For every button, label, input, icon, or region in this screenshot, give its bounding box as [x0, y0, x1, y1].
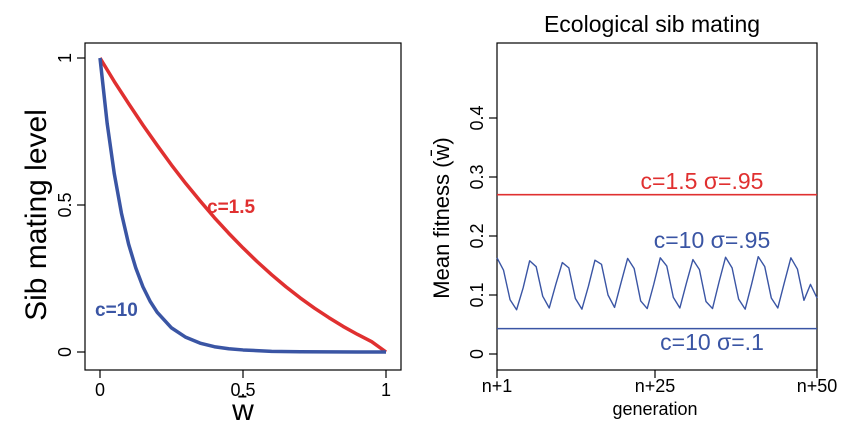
curve-c10: [98, 57, 387, 354]
right-lines: [496, 193, 818, 330]
series-label-c10-sigma1: c=10 σ=.1: [660, 329, 764, 355]
series-label-c1.5: c=1.5: [207, 197, 256, 218]
left-x-axis-label: w̄: [231, 394, 254, 425]
right-panel: Ecological sib mating n+1 n+25 n+50 0 0.…: [429, 11, 837, 419]
left-x-ticklabel: 0: [95, 380, 105, 400]
right-y-ticklabel: 0: [467, 349, 487, 359]
right-y-ticklabel: 0.3: [467, 164, 487, 189]
curve-c1.5: [98, 57, 388, 354]
left-curves: [98, 57, 388, 354]
right-plot-frame: [496, 42, 818, 371]
left-y-ticklabel: 1: [55, 53, 75, 63]
series-label-c10: c=10: [95, 300, 138, 321]
left-x-ticklabel: 1: [381, 380, 391, 400]
right-y-ticklabel: 0.4: [467, 105, 487, 130]
line-c10-sigma95: [496, 255, 818, 311]
right-y-ticklabel: 0.2: [467, 223, 487, 248]
right-x-ticklabel: n+50: [797, 376, 838, 396]
right-x-axis-label: generation: [612, 399, 697, 419]
right-chart-title: Ecological sib mating: [544, 11, 760, 37]
left-y-ticklabel: 0: [55, 347, 75, 357]
left-panel: 0 0.5 1 0 0.5 1 Sib mating level w̄ c=1.…: [20, 42, 402, 425]
left-x-ticklabel: 0.5: [230, 380, 255, 400]
right-y-ticklabel: 0.1: [467, 282, 487, 307]
right-x-ticklabel: n+25: [635, 376, 676, 396]
right-x-ticklabel: n+1: [482, 376, 513, 396]
series-label-c10-sigma95: c=10 σ=.95: [654, 227, 771, 253]
left-y-ticklabel: 0.5: [55, 192, 75, 217]
left-y-axis-label: Sib mating level: [20, 109, 53, 321]
series-label-c1.5-sigma95: c=1.5 σ=.95: [641, 168, 764, 194]
right-y-axis-label: Mean fitness (w̄): [429, 137, 454, 298]
